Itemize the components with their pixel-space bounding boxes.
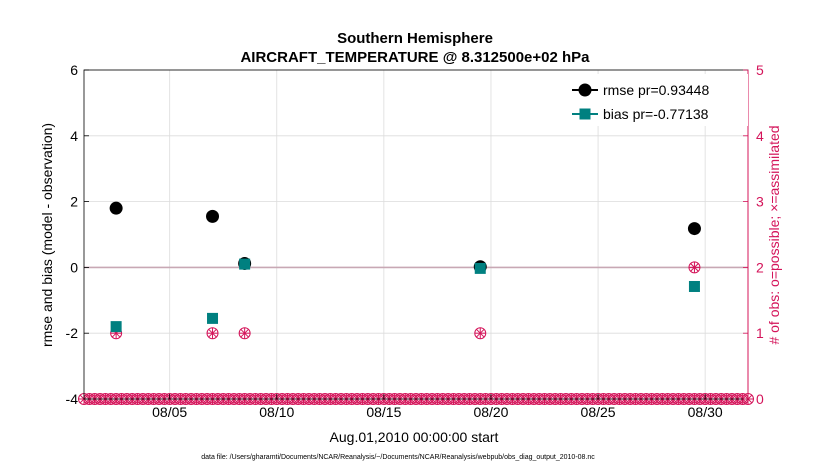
footnote: data file: /Users/gharamti/Documents/NCA… — [201, 454, 595, 461]
legend-box — [560, 74, 748, 126]
legend-bias-marker — [579, 108, 591, 120]
right-tick-label: 0 — [756, 391, 764, 407]
assimilated-count-marker — [239, 327, 251, 339]
x-tick-label: 08/05 — [152, 404, 187, 420]
bias-point — [688, 280, 700, 292]
bias-point — [239, 258, 251, 270]
y-tick-label: 4 — [70, 128, 78, 144]
assimilated-count-marker — [474, 327, 486, 339]
series-markers — [109, 201, 701, 333]
y-tick-label: 2 — [70, 194, 78, 210]
legend-rmse-marker — [578, 83, 592, 97]
y-axis-label: rmse and bias (model - observation) — [39, 123, 55, 347]
y-tick-label: 0 — [70, 259, 78, 275]
rmse-point — [687, 222, 701, 236]
x-axis-label: Aug.01,2010 00:00:00 start — [330, 429, 499, 445]
assimilated-count-marker — [688, 261, 700, 273]
right-y-axis-label: # of obs: o=possible; ×=assimilated — [766, 125, 782, 344]
bias-point — [474, 262, 486, 274]
y-tick-label: -4 — [66, 391, 79, 407]
bias-point — [110, 321, 122, 333]
right-tick-label: 1 — [756, 325, 764, 341]
x-axis-ticks: 08/05 08/10 08/15 08/20 08/25 08/30 — [152, 394, 723, 420]
y-tick-label: -2 — [66, 325, 79, 341]
legend: rmse pr=0.93448 bias pr=-0.77138 — [560, 74, 748, 126]
x-tick-label: 08/10 — [259, 404, 294, 420]
chart-subtitle: AIRCRAFT_TEMPERATURE @ 8.312500e+02 hPa — [240, 49, 590, 66]
legend-rmse-label: rmse pr=0.93448 — [603, 82, 709, 98]
right-tick-label: 5 — [756, 62, 764, 78]
bias-point — [207, 312, 219, 324]
right-tick-label: 2 — [756, 259, 764, 275]
right-tick-label: 3 — [756, 194, 764, 210]
y-axis-ticks: -4 -2 0 2 4 6 — [66, 62, 89, 407]
assimilated-count-marker — [207, 327, 219, 339]
chart-title: Southern Hemisphere — [337, 30, 493, 47]
x-tick-label: 08/15 — [366, 404, 401, 420]
right-tick-label: 4 — [756, 128, 764, 144]
rmse-point — [206, 209, 220, 223]
y-tick-label: 6 — [70, 62, 78, 78]
x-tick-label: 08/20 — [473, 404, 508, 420]
legend-bias-label: bias pr=-0.77138 — [603, 106, 709, 122]
x-tick-label: 08/30 — [688, 404, 723, 420]
x-tick-label: 08/25 — [581, 404, 616, 420]
rmse-point — [109, 201, 123, 215]
